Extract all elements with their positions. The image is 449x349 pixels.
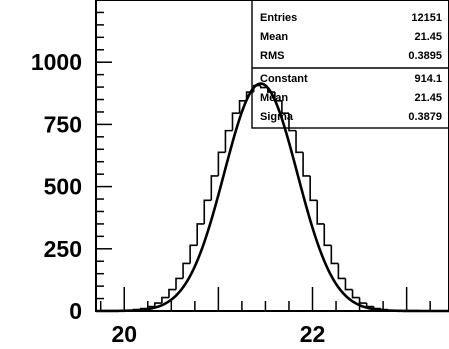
histogram-bin [330, 245, 339, 265]
histogram-bin [224, 129, 233, 153]
y-tick-label: 1000 [31, 49, 82, 75]
histogram-bin [196, 223, 205, 246]
x-axis-ticks [99, 287, 431, 311]
stats-entry-value: 12151 [411, 12, 442, 24]
histogram-bin [288, 113, 297, 132]
fit-param-label: Mean [260, 92, 288, 104]
histogram-bin [175, 277, 184, 290]
histogram-bin [161, 296, 169, 304]
histogram-bin [365, 303, 374, 308]
histogram-bin [309, 175, 318, 202]
x-tick-label: 20 [111, 321, 137, 347]
y-axis-ticks [96, 0, 112, 312]
histogram-bin [182, 262, 191, 279]
fit-param-value: 21.45 [414, 92, 442, 104]
histogram-bin [295, 130, 304, 154]
histogram-bin [337, 263, 346, 280]
stats-entry-value: 0.3895 [408, 50, 442, 62]
histogram-bin [281, 100, 289, 115]
y-tick-label: 0 [69, 298, 82, 324]
y-tick-label: 250 [44, 236, 82, 262]
stats-entry-label: Entries [260, 12, 297, 24]
y-axis-tick-labels: 0 250 500 750 1000 [31, 49, 82, 324]
histogram-bin [323, 223, 332, 247]
histogram-bin [203, 199, 212, 224]
stats-box-border [251, 0, 449, 129]
histogram-bin [351, 289, 360, 299]
stats-entry-value: 21.45 [414, 31, 442, 43]
histogram-bin [238, 99, 247, 114]
y-tick-label: 750 [44, 111, 82, 137]
stats-entry-label: Mean [260, 31, 288, 43]
fit-param-label: Sigma [260, 111, 294, 123]
fit-param-value: 914.1 [414, 73, 442, 85]
histogram-bin [259, 85, 268, 89]
fit-param-value: 0.3879 [408, 111, 442, 123]
histogram-bin [302, 152, 311, 177]
histogram-bin [189, 244, 198, 264]
fit-param-label: Constant [260, 73, 308, 85]
histogram-bin [154, 302, 162, 307]
histogram-bin [231, 112, 240, 131]
histogram-bin [316, 200, 325, 225]
histogram-bin [210, 175, 219, 201]
plot-frame [95, 0, 449, 312]
histogram-bin [217, 151, 226, 176]
x-tick-label: 22 [300, 321, 326, 347]
histogram-bin [168, 288, 177, 298]
y-tick-label: 500 [44, 174, 82, 200]
stats-entry-label: RMS [260, 50, 284, 62]
stats-box: Entries 12151 Mean 21.45 RMS 0.3895 Constant 91… [251, 0, 449, 129]
x-axis-tick-labels: 20 22 [111, 321, 325, 347]
histogram-bin [344, 278, 353, 291]
histogram-bin [358, 297, 367, 304]
